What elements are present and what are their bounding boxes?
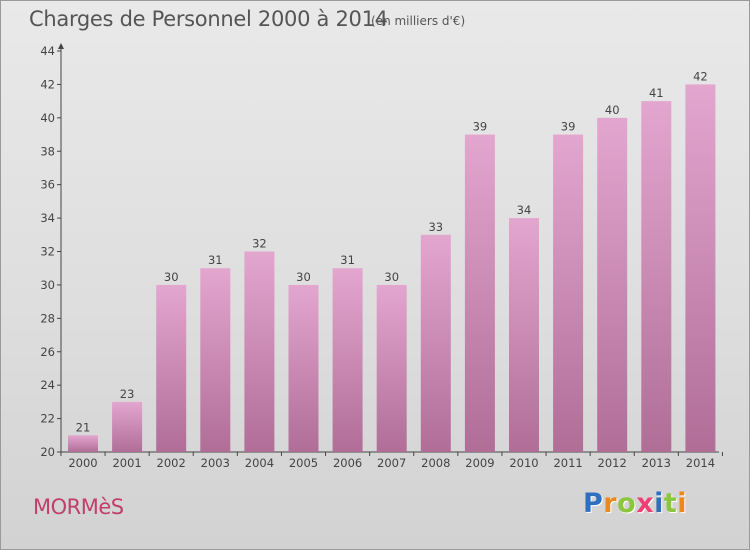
y-tick-label: 42 xyxy=(40,77,55,91)
bar-value-label: 42 xyxy=(693,69,708,83)
bar xyxy=(244,251,275,452)
y-tick-label: 32 xyxy=(40,245,55,259)
bar xyxy=(420,234,451,452)
x-tick-label: 2014 xyxy=(686,456,715,470)
logo-letter: P xyxy=(583,488,604,519)
y-tick-label: 30 xyxy=(40,278,55,292)
x-tick-label: 2003 xyxy=(201,456,230,470)
bar-value-label: 31 xyxy=(208,253,223,267)
y-tick-label: 40 xyxy=(40,111,55,125)
bar-value-label: 31 xyxy=(340,253,355,267)
x-tick-label: 2009 xyxy=(465,456,494,470)
bar xyxy=(509,218,539,452)
bar xyxy=(112,401,143,452)
bar-value-label: 34 xyxy=(517,203,532,217)
chart-subtitle: (en milliers d'€) xyxy=(371,14,466,28)
x-tick-label: 2007 xyxy=(377,456,406,470)
y-tick-label: 24 xyxy=(40,378,55,392)
bar xyxy=(553,134,584,452)
chart-title: Charges de Personnel 2000 à 2014 xyxy=(29,7,388,31)
bar-value-label: 21 xyxy=(76,420,91,434)
x-tick-label: 2008 xyxy=(421,456,450,470)
logo-letter: i xyxy=(677,488,688,519)
y-tick-label: 20 xyxy=(40,445,55,459)
y-tick-label: 34 xyxy=(40,211,55,225)
bar-value-label: 41 xyxy=(649,86,664,100)
y-axis-arrow xyxy=(58,43,64,49)
logo-letter: r xyxy=(603,488,618,519)
y-tick-label: 44 xyxy=(40,44,55,58)
x-tick-label: 2004 xyxy=(245,456,274,470)
bar-value-label: 30 xyxy=(164,270,179,284)
bar xyxy=(641,101,672,452)
bar-value-label: 23 xyxy=(120,387,135,401)
y-tick-label: 22 xyxy=(40,412,55,426)
bar xyxy=(68,435,98,452)
bar-value-label: 39 xyxy=(561,120,576,134)
logo-letter: t xyxy=(663,488,678,519)
proxiti-logo[interactable]: Proxiti xyxy=(583,488,687,519)
logo-letter: i xyxy=(654,488,664,519)
y-tick-label: 26 xyxy=(40,345,55,359)
x-tick-label: 2010 xyxy=(509,456,538,470)
bar-value-label: 30 xyxy=(384,270,399,284)
x-tick-label: 2005 xyxy=(289,456,318,470)
bar-value-label: 32 xyxy=(252,237,267,251)
x-tick-label: 2011 xyxy=(553,456,582,470)
x-tick-label: 2002 xyxy=(157,456,186,470)
bar xyxy=(685,84,716,453)
bar xyxy=(332,268,363,452)
bar-value-label: 30 xyxy=(296,270,311,284)
bar xyxy=(200,268,231,452)
y-tick-label: 38 xyxy=(40,144,55,158)
bar xyxy=(288,284,319,452)
bars: 21 23 30 31 32 30 31 30 33 39 34 39 40 41 42 xyxy=(68,69,716,453)
y-tick-label: 36 xyxy=(40,178,55,192)
bar-value-label: 39 xyxy=(473,120,488,134)
bar-value-label: 40 xyxy=(605,103,620,117)
bar xyxy=(156,284,187,452)
x-tick-label: 2001 xyxy=(112,456,141,470)
axes: 20 22 24 26 28 30 32 34 36 38 40 42 44 2000 2001 2002 20… xyxy=(40,43,723,470)
x-tick-label: 2012 xyxy=(598,456,627,470)
logo-letter: o xyxy=(617,488,637,519)
bar-value-label: 33 xyxy=(428,220,443,234)
x-tick-label: 2013 xyxy=(642,456,671,470)
x-tick-label: 2006 xyxy=(333,456,362,470)
bar xyxy=(376,284,407,452)
x-tick-label: 2000 xyxy=(68,456,97,470)
town-name: MORMèS xyxy=(33,495,124,519)
logo-letter: x xyxy=(636,488,655,519)
bar xyxy=(597,117,628,452)
y-tick-label: 28 xyxy=(40,311,55,325)
bar xyxy=(464,134,495,452)
